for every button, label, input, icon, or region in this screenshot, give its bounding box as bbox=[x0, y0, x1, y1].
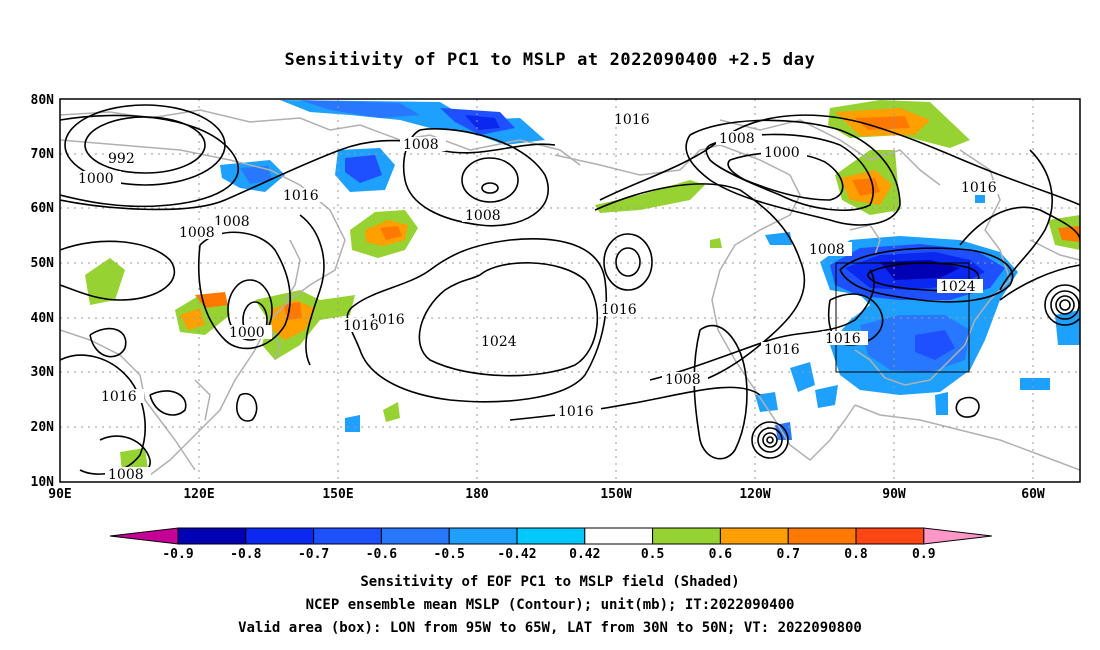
contour-label: 1016 bbox=[961, 180, 997, 196]
colorbar: -0.9 -0.8 -0.7 -0.6 -0.5 -0.42 0.42 0.5 0.6 0.7 0.… bbox=[109, 527, 992, 562]
colorbar-swatch bbox=[787, 527, 857, 545]
lat-tick-label: 50N bbox=[31, 256, 55, 271]
colorbar-max-arrow bbox=[923, 527, 992, 545]
contour-label: 1016 bbox=[601, 302, 637, 318]
lon-tick-label: 60W bbox=[1021, 487, 1045, 502]
contour-label: 1024 bbox=[481, 334, 517, 350]
negative-shade bbox=[935, 392, 948, 415]
negative-shade bbox=[1020, 378, 1050, 390]
caption-line-3: Valid area (box): LON from 95W to 65W, L… bbox=[238, 620, 862, 636]
colorbar-swatch bbox=[313, 527, 382, 545]
colorbar-swatch bbox=[855, 527, 925, 545]
colorbar-label: 0.42 bbox=[569, 547, 600, 562]
colorbar-label: -0.8 bbox=[230, 547, 261, 562]
contour-label: 1016 bbox=[614, 112, 650, 128]
lon-tick-label: 150E bbox=[322, 487, 353, 502]
positive-shade bbox=[380, 226, 402, 240]
negative-shade bbox=[1055, 310, 1080, 345]
colorbar-label: -0.5 bbox=[434, 547, 465, 562]
contour-label: 1008 bbox=[809, 242, 845, 258]
contour-label: 1016 bbox=[369, 312, 405, 328]
colorbar-min-arrow bbox=[109, 527, 179, 545]
contour-label: 1008 bbox=[179, 225, 215, 241]
positive-shade bbox=[595, 180, 705, 213]
lat-tick-label: 60N bbox=[31, 201, 55, 216]
colorbar-swatch bbox=[719, 527, 789, 545]
lon-axis: 90E 120E 150E 180 150W 120W 90W 60W bbox=[48, 487, 1045, 502]
negative-shade bbox=[790, 362, 815, 392]
lon-tick-label: 90E bbox=[48, 487, 71, 502]
contour-label: 1008 bbox=[108, 467, 144, 483]
contour-label: 1008 bbox=[214, 214, 250, 230]
contour-label: 1016 bbox=[343, 318, 379, 334]
lon-tick-label: 120E bbox=[183, 487, 214, 502]
lon-tick-label: 90W bbox=[882, 487, 906, 502]
lon-tick-label: 180 bbox=[465, 487, 489, 502]
contour-label: 1016 bbox=[283, 188, 319, 204]
contour-label: 1008 bbox=[403, 137, 439, 153]
figure-title: Sensitivity of PC1 to MSLP at 2022090400… bbox=[284, 50, 816, 70]
contour-label: 1016 bbox=[101, 389, 137, 405]
valid-area-box bbox=[835, 262, 970, 373]
negative-shade bbox=[815, 385, 838, 408]
colorbar-swatch bbox=[245, 527, 315, 545]
lat-lon-grid bbox=[60, 99, 1080, 482]
contour-label: 1000 bbox=[229, 325, 265, 341]
negative-shade bbox=[345, 415, 360, 432]
lon-tick-label: 120W bbox=[739, 487, 770, 502]
lat-axis: 10N 20N 30N 40N 50N 60N 70N 80N bbox=[31, 93, 55, 490]
contour-label: 992 bbox=[108, 151, 135, 167]
contour-label: 1016 bbox=[764, 342, 800, 358]
contour-label: 1008 bbox=[719, 131, 755, 147]
negative-shade bbox=[755, 392, 778, 412]
colorbar-swatch bbox=[177, 527, 247, 545]
positive-shade bbox=[383, 402, 400, 422]
lat-tick-label: 40N bbox=[31, 311, 55, 326]
colorbar-swatch bbox=[516, 527, 586, 545]
contour-label: 1008 bbox=[465, 208, 501, 224]
contour-labels: 992 1000 1008 1016 1008 1008 1008 1016 1… bbox=[75, 112, 1004, 483]
caption-line-2: NCEP ensemble mean MSLP (Contour); unit(… bbox=[305, 597, 795, 613]
caption-line-1: Sensitivity of EOF PC1 to MSLP field (Sh… bbox=[360, 574, 740, 590]
negative-shade bbox=[345, 155, 382, 183]
colorbar-label: 0.5 bbox=[641, 547, 664, 562]
colorbar-label: -0.7 bbox=[298, 547, 329, 562]
colorbar-label: 0.8 bbox=[844, 547, 868, 562]
colorbar-label: 0.9 bbox=[912, 547, 935, 562]
lat-tick-label: 80N bbox=[31, 93, 55, 108]
negative-shade bbox=[765, 232, 792, 245]
contour-label: 1016 bbox=[825, 331, 861, 347]
positive-shade bbox=[85, 258, 125, 305]
colorbar-label: -0.6 bbox=[366, 547, 397, 562]
positive-shade bbox=[855, 116, 910, 130]
colorbar-swatch bbox=[584, 527, 654, 545]
contour-label: 1000 bbox=[764, 145, 800, 161]
colorbar-label: -0.9 bbox=[162, 547, 193, 562]
contour-label: 1000 bbox=[78, 171, 114, 187]
negative-shade bbox=[915, 330, 955, 360]
contour-label: 1016 bbox=[558, 404, 594, 420]
lat-tick-label: 10N bbox=[31, 475, 55, 490]
colorbar-swatch bbox=[380, 527, 450, 545]
colorbar-swatch bbox=[652, 527, 721, 545]
lat-tick-label: 70N bbox=[31, 147, 55, 162]
colorbar-label: 0.7 bbox=[776, 547, 799, 562]
map-frame bbox=[59, 98, 1081, 483]
negative-shade bbox=[300, 100, 420, 118]
colorbar-swatch bbox=[448, 527, 518, 545]
negative-shade bbox=[240, 166, 272, 184]
contour-label: 1008 bbox=[665, 372, 701, 388]
lon-tick-label: 150W bbox=[600, 487, 631, 502]
contour-label: 1024 bbox=[940, 279, 976, 295]
positive-shade bbox=[710, 238, 722, 248]
colorbar-label: 0.6 bbox=[709, 547, 733, 562]
lat-tick-label: 20N bbox=[31, 420, 55, 435]
colorbar-label: -0.42 bbox=[497, 547, 536, 562]
negative-shade bbox=[975, 195, 985, 203]
negative-shade bbox=[465, 115, 500, 130]
lat-tick-label: 30N bbox=[31, 365, 55, 380]
